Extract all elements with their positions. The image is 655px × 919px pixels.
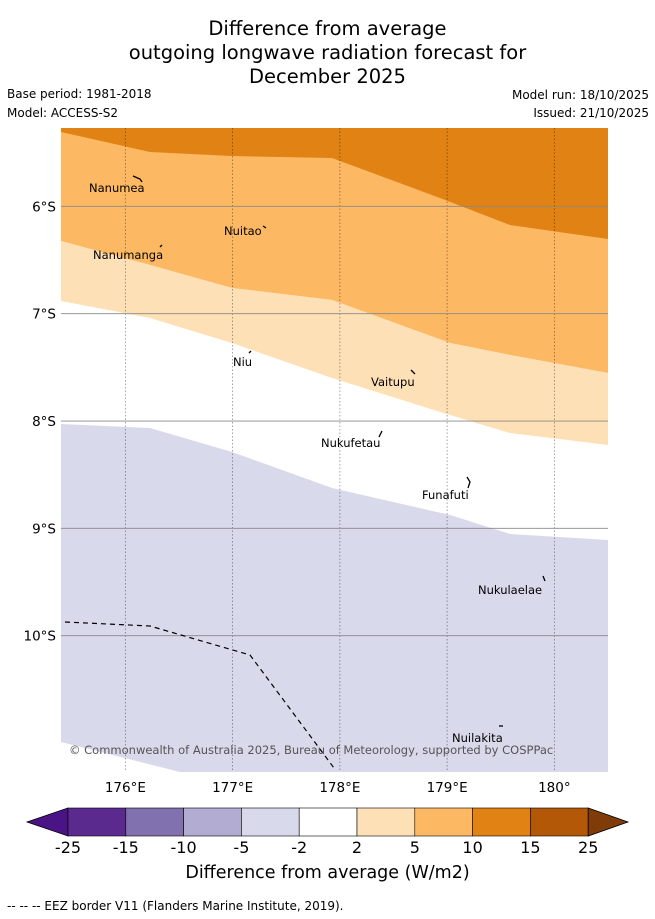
- island-label: Nanumea: [89, 181, 145, 195]
- lat-tick-label: 8°S: [32, 414, 56, 430]
- colorbar-swatch: [414, 807, 473, 837]
- island-shape: [378, 430, 383, 438]
- colorbar-tick-label: -10: [171, 838, 197, 857]
- colorbar-swatch: [241, 807, 300, 837]
- band-10-to-15: [61, 128, 608, 239]
- colorbar-tick-label: 15: [520, 838, 540, 857]
- lat-tick-label: 9°S: [32, 521, 56, 537]
- island-label: Nanumanga: [93, 248, 163, 262]
- island-shape: [159, 244, 163, 248]
- lon-tick-label: 177°E: [212, 780, 253, 796]
- eez-border-line: [64, 621, 335, 769]
- colorbar: -25 -15 -10 -5 -2 2 5 10 15 25: [25, 807, 630, 857]
- title-line-3: December 2025: [249, 65, 406, 88]
- island-shape: [262, 225, 267, 229]
- anomaly-bands: [61, 128, 608, 772]
- colorbar-tick-label: 5: [410, 838, 420, 857]
- band-2-to-5: [61, 241, 608, 445]
- colorbar-swatch: [298, 807, 358, 837]
- colorbar-tick-label: 2: [352, 838, 362, 857]
- model-name: Model: ACCESS-S2: [7, 106, 119, 120]
- lat-tick-label: 10°S: [24, 629, 57, 645]
- island-shape: [248, 350, 252, 354]
- lon-tick-label: 180°: [538, 780, 571, 796]
- colorbar-tick-label: -15: [113, 838, 139, 857]
- colorbar-swatch: [530, 807, 589, 837]
- colorbar-tick-label: 10: [462, 838, 482, 857]
- island-shape: [542, 575, 546, 582]
- island-shape: [410, 369, 416, 375]
- title-line-1: Difference from average: [208, 17, 447, 40]
- eez-legend-note: -- -- -- EEZ border V11 (Flanders Marine…: [7, 899, 344, 913]
- lat-tick-label: 6°S: [32, 199, 56, 215]
- colorbar-tick-label: -25: [55, 838, 81, 857]
- islands: Nanumea Nuitao Nanumanga Niu Vaitupu Nukufeta…: [69, 175, 553, 757]
- island-label: Nukulaelae: [478, 583, 542, 597]
- island-label: Nukufetau: [321, 436, 380, 450]
- island-label: Funafuti: [422, 488, 469, 502]
- island-label: Niu: [233, 355, 252, 369]
- colorbar-swatch: [356, 807, 416, 837]
- copyright-text: © Commonwealth of Australia 2025, Bureau…: [69, 743, 553, 757]
- colorbar-extend-low: [25, 807, 69, 837]
- band-minus5-to-minus2: [61, 424, 608, 772]
- island-label: Nuitao: [224, 224, 262, 238]
- title-line-2: outgoing longwave radiation forecast for: [128, 41, 527, 64]
- base-period: Base period: 1981-2018: [7, 87, 152, 101]
- colorbar-swatch: [67, 807, 127, 837]
- island-label: Vaitupu: [371, 375, 415, 389]
- colorbar-tick-label: -2: [291, 838, 307, 857]
- island-label: Nuilakita: [452, 731, 503, 745]
- lon-tick-label: 178°E: [319, 780, 360, 796]
- lon-tick-label: 176°E: [105, 780, 146, 796]
- eez-border: [64, 621, 335, 769]
- lon-tick-label: 179°E: [427, 780, 468, 796]
- colorbar-tick-label: -5: [233, 838, 249, 857]
- colorbar-swatch: [472, 807, 531, 837]
- colorbar-swatch: [183, 807, 242, 837]
- model-run: Model run: 18/10/2025: [511, 88, 649, 102]
- colorbar-swatch: [125, 807, 184, 837]
- colorbar-title: Difference from average (W/m2): [185, 863, 470, 883]
- island-shape: [466, 476, 471, 489]
- lat-tick-label: 7°S: [32, 307, 56, 323]
- colorbar-extend-high: [587, 807, 630, 837]
- issued-date: Issued: 21/10/2025: [533, 106, 649, 120]
- map-grid: 176°E 177°E 178°E 179°E 180° 6°S 7°S 8°S 9°S 10°S: [24, 128, 608, 796]
- island-shape: [132, 175, 143, 183]
- colorbar-tick-label: 25: [578, 838, 598, 857]
